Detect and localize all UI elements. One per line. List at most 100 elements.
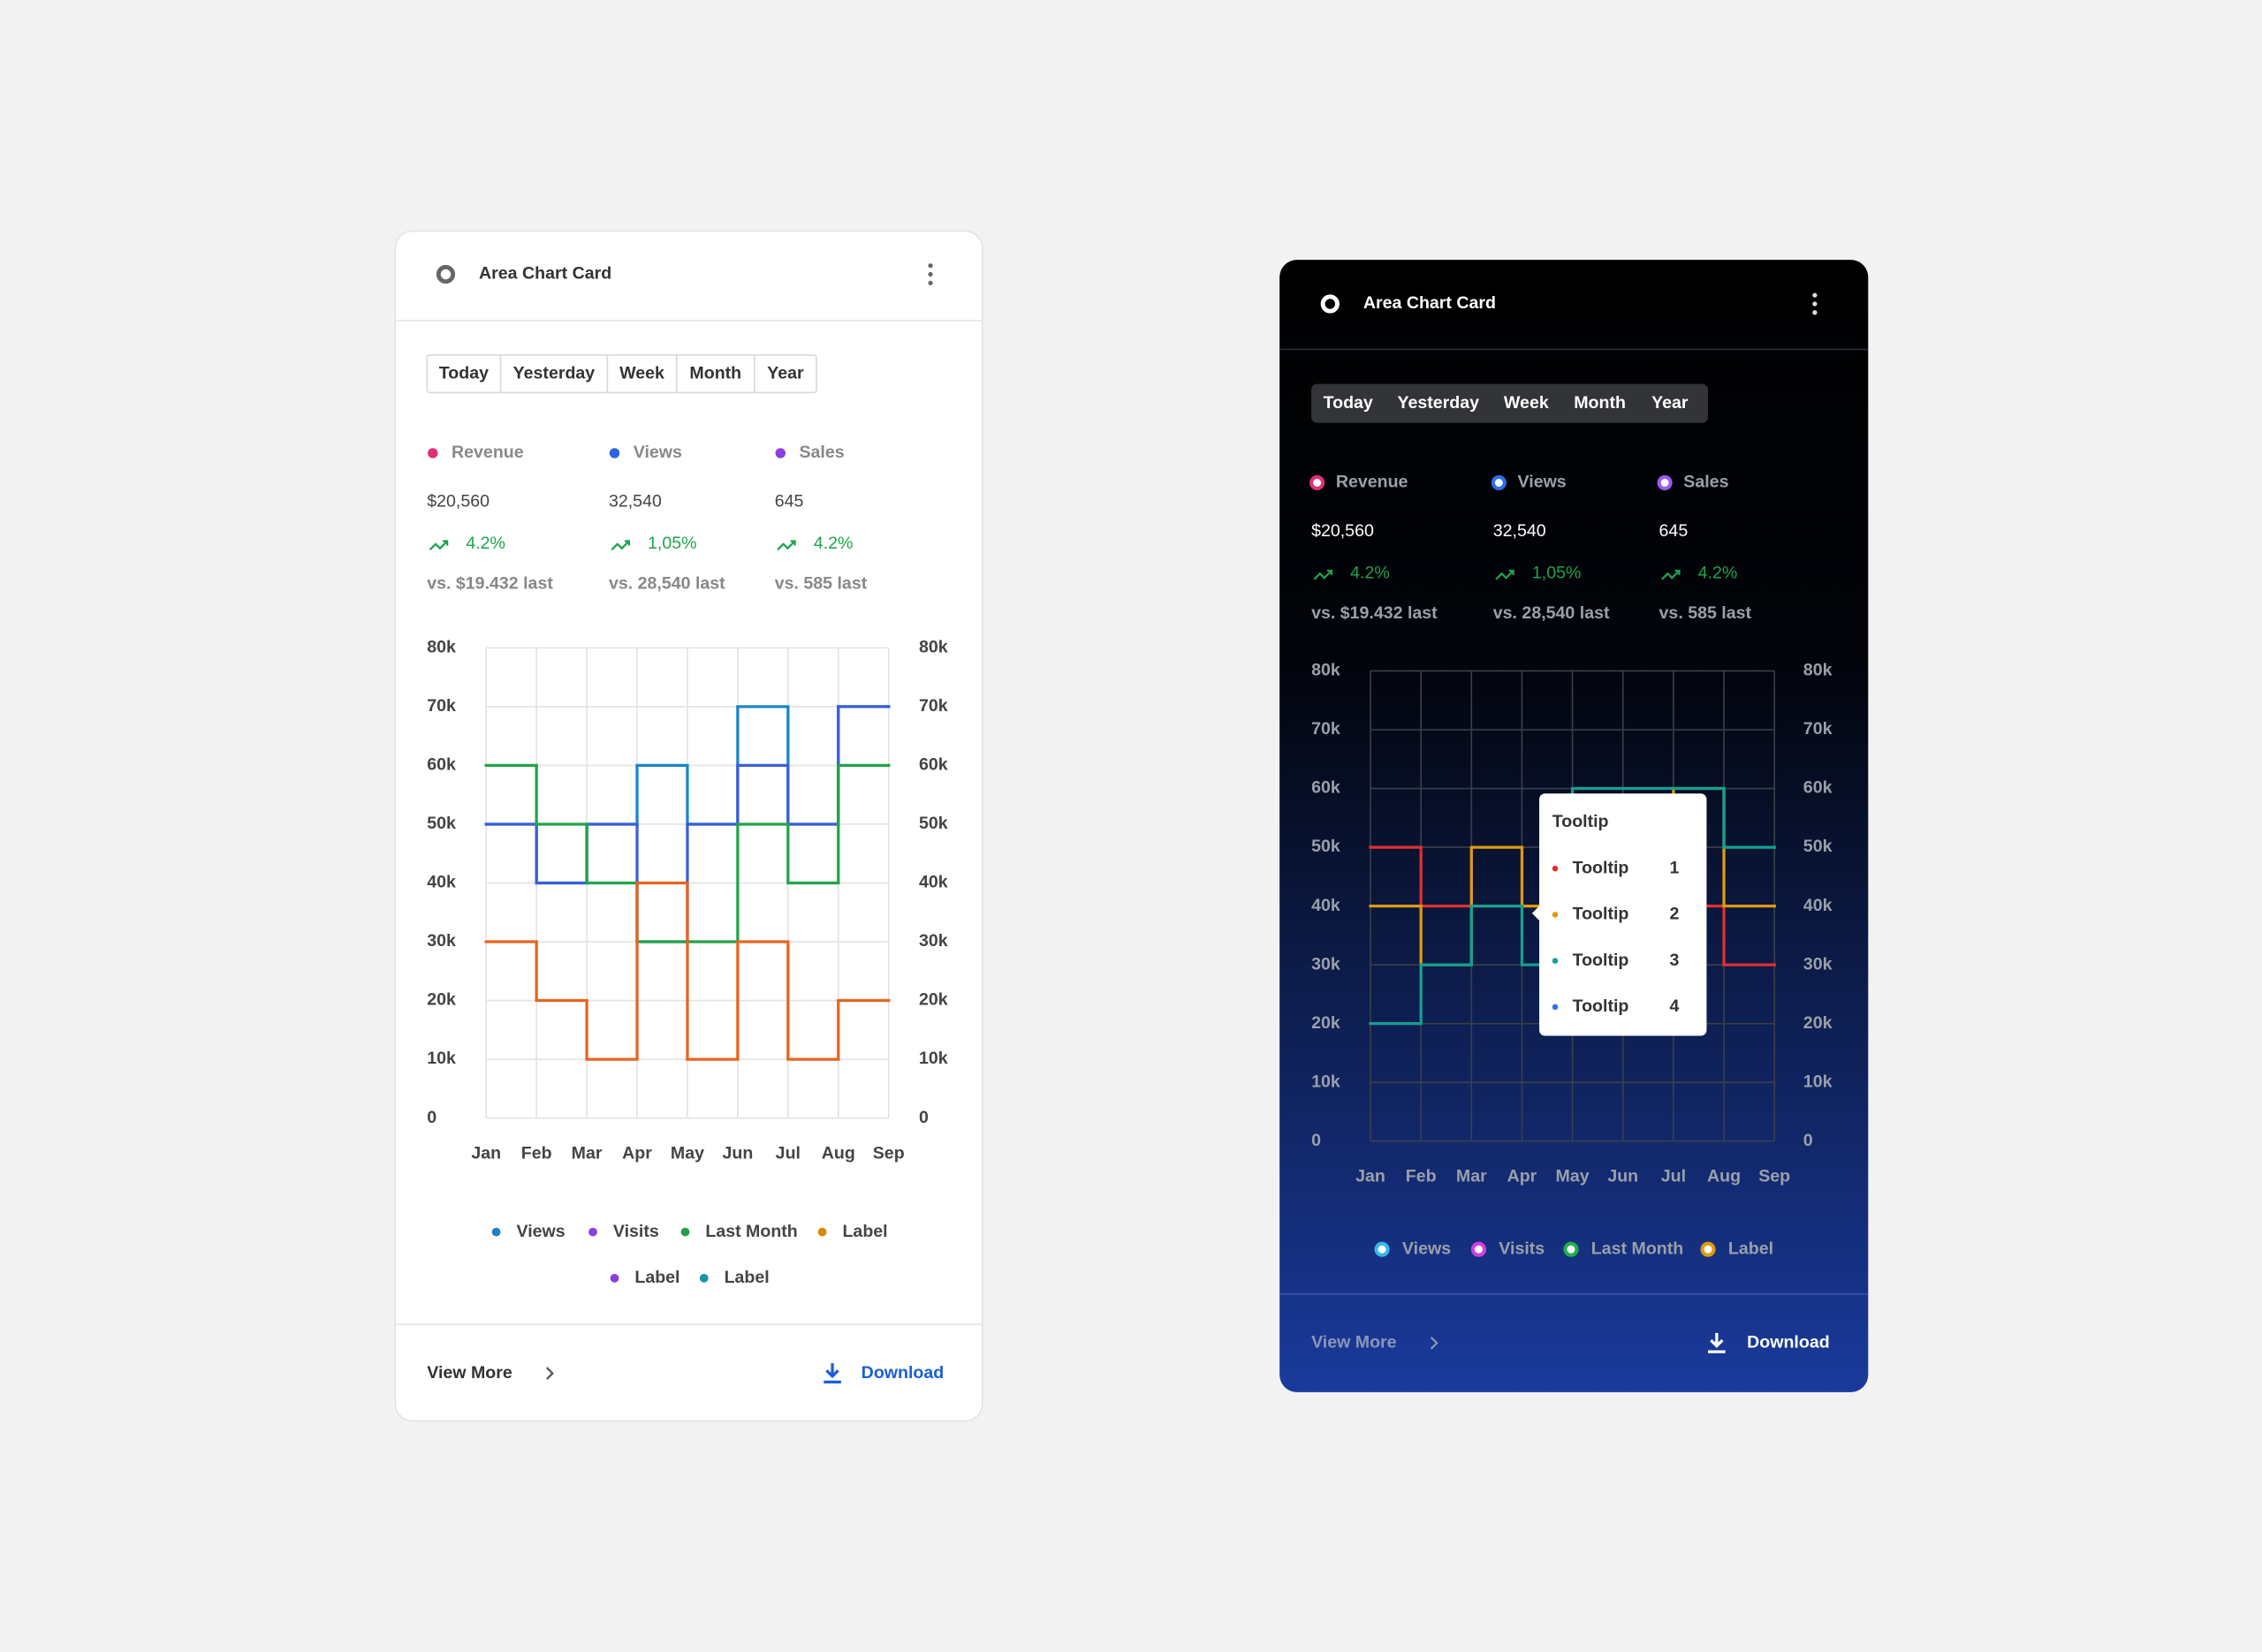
y2-tick-label: 60k [919,755,948,775]
tab[interactable]: Yesterday [513,363,596,383]
kpi-name: Views [1518,473,1567,492]
download[interactable]: Download [1747,1332,1830,1352]
legend-marker [1563,1241,1579,1257]
tab[interactable]: Month [1574,393,1626,413]
y-tick-label: 0 [427,1108,436,1127]
card-title: Area Chart Card [479,264,611,284]
legend-marker [1700,1241,1716,1257]
menu-dot [1812,292,1818,298]
legend-marker [588,1227,597,1237]
y2-tick-label: 40k [919,873,948,892]
tab[interactable]: Today [439,363,489,383]
y-tick-label: 0 [1311,1131,1321,1150]
view-more[interactable]: View More [427,1363,512,1383]
x-tick-label: Apr [1507,1167,1537,1186]
y2-tick-label: 10k [919,1049,948,1068]
y2-tick-label: 50k [1803,837,1833,856]
menu-dot [928,263,933,269]
kpi-compare: vs. 585 last [775,574,868,594]
chevron [545,1367,554,1380]
tooltip-dot [1552,865,1559,872]
kpi-change: 4.2% [814,534,854,553]
y-tick-label: 40k [1311,896,1340,915]
card-icon [436,264,456,284]
card-icon [1320,294,1340,314]
tab[interactable]: Week [1504,393,1549,413]
legend-label[interactable]: Visits [613,1222,659,1241]
view-more[interactable]: View More [1311,1332,1397,1352]
legend-label[interactable]: Last Month [1591,1239,1683,1258]
x-tick-label: Mar [572,1144,603,1163]
y2-tick-label: 0 [919,1108,929,1127]
kpi-change: 4.2% [1698,563,1738,582]
tab[interactable]: Month [689,363,741,383]
legend-marker [610,1273,619,1283]
tab[interactable]: Yesterday [1397,393,1479,413]
trend-icon [1313,569,1333,580]
tooltip-value: 1 [1670,858,1680,877]
tooltip-value: 4 [1670,997,1680,1016]
y2-tick-label: 60k [1803,778,1833,798]
legend-label[interactable]: Label [634,1268,679,1287]
kpi-compare: vs. $19.432 last [1311,603,1438,623]
tab[interactable]: Today [1324,393,1373,413]
tooltip-dot [1552,958,1559,964]
download[interactable]: Download [862,1363,945,1383]
y2-tick-label: 40k [1803,896,1833,915]
y-tick-label: 70k [1311,719,1340,739]
tab[interactable]: Year [767,363,804,383]
y-tick-label: 70k [427,696,456,716]
y-tick-label: 60k [1311,778,1340,798]
y2-tick-label: 50k [919,814,948,833]
kpi-name: Sales [1683,473,1728,492]
legend-marker [491,1227,501,1237]
legend-label[interactable]: Last Month [705,1222,797,1241]
legend-marker [680,1227,690,1237]
kpi-compare: vs. 585 last [1659,603,1752,623]
menu-dot [1812,301,1818,307]
legend-label[interactable]: Visits [1499,1239,1545,1258]
legend-label[interactable]: Label [1728,1239,1773,1258]
y2-tick-label: 30k [919,931,948,951]
y-tick-label: 50k [1311,837,1340,856]
x-tick-label: May [671,1144,704,1163]
menu-dot [928,280,933,285]
menu-dot [928,271,933,277]
trend-icon [1661,569,1681,580]
kpi-dot [1491,474,1507,490]
kpi-name: Views [634,443,682,462]
legend-label[interactable]: Label [725,1268,770,1287]
y2-tick-label: 0 [1803,1131,1813,1150]
y2-tick-label: 70k [919,696,948,716]
legend-label[interactable]: Label [842,1222,887,1241]
kpi-value: $20,560 [427,492,490,512]
legend-marker [1374,1241,1390,1257]
x-tick-label: Mar [1456,1167,1487,1186]
trend-icon [611,540,630,551]
kpi-value: $20,560 [1311,521,1374,541]
kpi-compare: vs. $19.432 last [427,574,553,594]
tab[interactable]: Week [619,363,664,383]
x-tick-label: Jul [776,1144,801,1163]
tooltip-label: Tooltip [1573,905,1629,924]
card-title: Area Chart Card [1363,293,1496,313]
y-tick-label: 10k [427,1049,456,1068]
tooltip-value: 2 [1670,905,1680,924]
kpi-dot [1309,474,1325,490]
tooltip-dot [1552,912,1559,918]
y2-tick-label: 30k [1803,954,1833,974]
y-tick-label: 20k [1311,1013,1340,1033]
tooltip-dot [1552,1004,1559,1011]
kpi-value: 645 [775,492,804,512]
trend-icon [429,540,449,551]
kpi-dot [609,448,620,458]
x-tick-label: Jun [722,1144,753,1163]
legend-label[interactable]: Views [1402,1239,1451,1258]
tab[interactable]: Year [1651,393,1689,413]
legend-label[interactable]: Views [516,1222,565,1241]
tooltip-label: Tooltip [1573,997,1629,1016]
x-tick-label: Jun [1607,1167,1638,1186]
kpi-dot [428,448,438,458]
legend-marker [1470,1241,1487,1257]
